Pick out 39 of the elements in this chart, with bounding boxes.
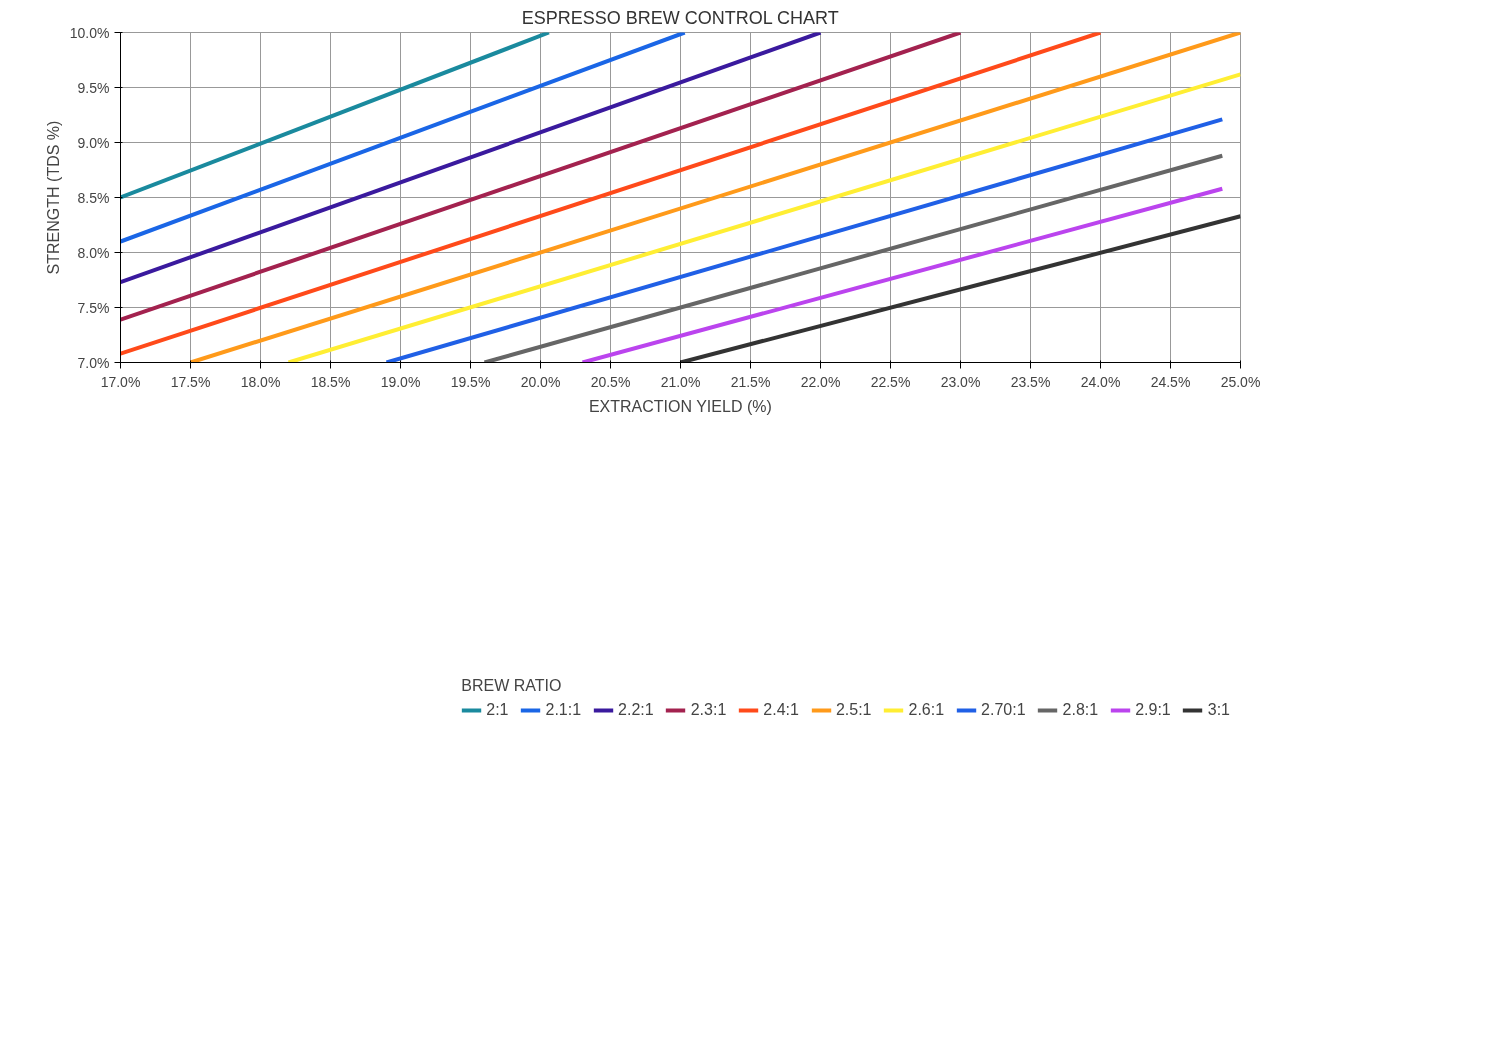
x-tick-label: 20.0% [520,373,561,390]
x-tick-label: 20.5% [590,373,631,390]
y-tick-label: 7.5% [77,299,110,316]
y-tick-label: 7.0% [77,354,110,371]
x-tick-label: 23.0% [940,373,981,390]
legend-label: 2.5:1 [835,701,872,719]
y-tick-label: 8.0% [77,244,110,261]
y-tick-label: 10.0% [69,24,110,41]
legend-label: 2.2:1 [618,701,654,719]
legend-label: 2:1 [486,701,509,719]
x-tick-label: 17.0% [100,373,141,390]
x-tick-label: 22.0% [800,373,841,390]
y-tick-label: 9.5% [77,79,110,96]
x-tick-label: 24.5% [1150,373,1191,390]
x-tick-label: 21.0% [660,373,701,390]
y-axis-title: STRENGTH (TDS %) [44,120,62,275]
x-tick-label: 19.0% [380,373,421,390]
x-tick-label: 18.5% [310,373,351,390]
legend-label: 2.4:1 [763,701,799,719]
x-tick-label: 22.5% [870,373,911,390]
legend-title: BREW RATIO [461,677,563,695]
x-tick-label: 21.5% [730,373,771,390]
legend-label: 2.1:1 [545,701,582,719]
x-tick-label: 23.5% [1010,373,1051,390]
y-tick-label: 9.0% [77,134,110,151]
legend-label: 2.9:1 [1135,701,1171,719]
legend-label: 3:1 [1207,701,1230,719]
x-axis-title: EXTRACTION YIELD (%) [588,397,772,415]
legend-label: 2.70:1 [981,701,1026,719]
x-tick-label: 18.0% [240,373,281,390]
chart-title: ESPRESSO BREW CONTROL CHART [521,7,839,28]
legend-label: 2.3:1 [690,701,727,719]
x-tick-label: 19.5% [450,373,491,390]
x-tick-label: 25.0% [1220,373,1261,390]
legend-label: 2.6:1 [908,701,945,719]
x-tick-label: 17.5% [170,373,211,390]
legend-label: 2.8:1 [1062,701,1099,719]
x-tick-label: 24.0% [1080,373,1121,390]
y-tick-label: 8.5% [77,189,110,206]
